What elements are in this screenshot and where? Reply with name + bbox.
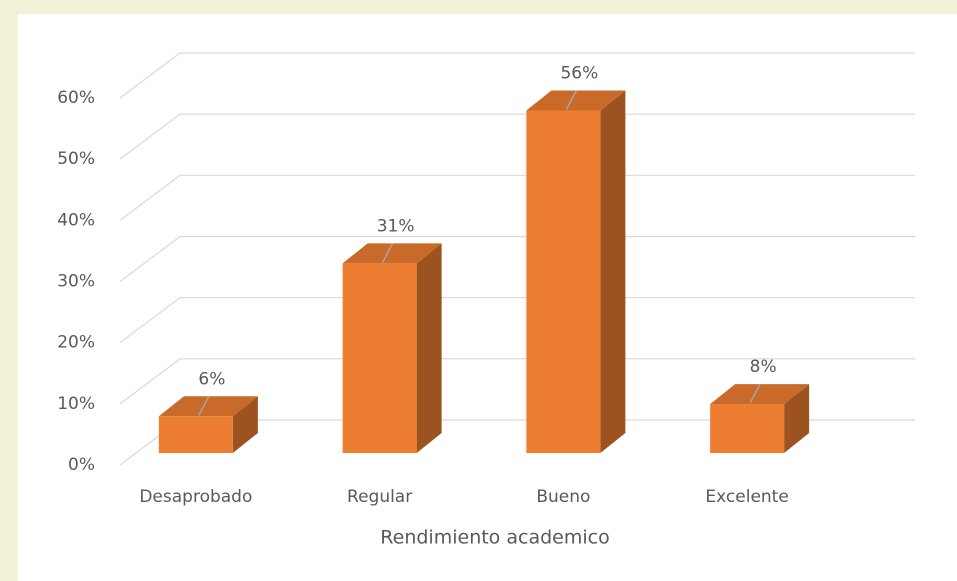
label-leader bbox=[381, 243, 394, 263]
y-tick-label: 50% bbox=[57, 149, 95, 169]
data-label: 8% bbox=[750, 357, 777, 377]
bar-side bbox=[600, 90, 626, 453]
bar-side bbox=[232, 396, 258, 453]
label-leader bbox=[198, 395, 210, 416]
x-tick-label: Regular bbox=[347, 487, 412, 507]
bar bbox=[342, 263, 417, 453]
data-label: 56% bbox=[560, 63, 598, 83]
y-tick-label: 20% bbox=[57, 333, 95, 353]
label-leader bbox=[565, 90, 578, 110]
data-label: 6% bbox=[198, 369, 225, 389]
grid-line bbox=[119, 113, 915, 160]
bar bbox=[710, 404, 785, 453]
bar-top bbox=[158, 396, 258, 417]
grid-line bbox=[119, 174, 915, 221]
bar bbox=[526, 110, 601, 453]
bar-top bbox=[526, 90, 626, 111]
y-tick-label: 30% bbox=[57, 272, 95, 292]
bar-top bbox=[342, 243, 442, 264]
bar-side bbox=[784, 384, 810, 453]
bar-top bbox=[710, 384, 810, 405]
label-leader bbox=[749, 383, 761, 404]
data-label: 31% bbox=[377, 216, 415, 236]
x-axis-title: Rendimiento academico bbox=[380, 527, 609, 549]
y-tick-label: 40% bbox=[57, 210, 95, 230]
x-tick-label: Excelente bbox=[705, 487, 788, 507]
y-tick-label: 0% bbox=[68, 455, 95, 475]
y-tick-label: 60% bbox=[57, 88, 95, 108]
bar bbox=[158, 416, 233, 453]
x-tick-label: Bueno bbox=[536, 487, 590, 507]
x-tick-label: Desaprobado bbox=[139, 487, 252, 507]
grid-line bbox=[119, 52, 915, 99]
grid-line bbox=[119, 358, 915, 405]
y-tick-label: 10% bbox=[57, 394, 95, 414]
bar-side bbox=[416, 243, 442, 453]
grid-line bbox=[119, 297, 915, 344]
grid-line bbox=[119, 235, 915, 282]
